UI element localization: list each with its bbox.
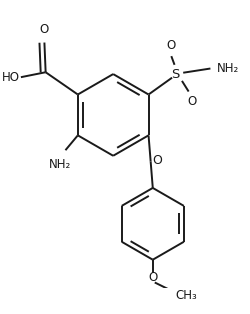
Text: NH₂: NH₂ <box>216 62 239 75</box>
Text: CH₃: CH₃ <box>175 289 197 302</box>
Text: HO: HO <box>2 71 20 84</box>
Text: O: O <box>148 271 158 284</box>
Text: S: S <box>172 68 180 81</box>
Text: O: O <box>166 39 175 52</box>
Text: O: O <box>40 23 49 36</box>
Text: O: O <box>187 95 196 108</box>
Text: O: O <box>152 154 162 167</box>
Text: NH₂: NH₂ <box>49 158 72 171</box>
